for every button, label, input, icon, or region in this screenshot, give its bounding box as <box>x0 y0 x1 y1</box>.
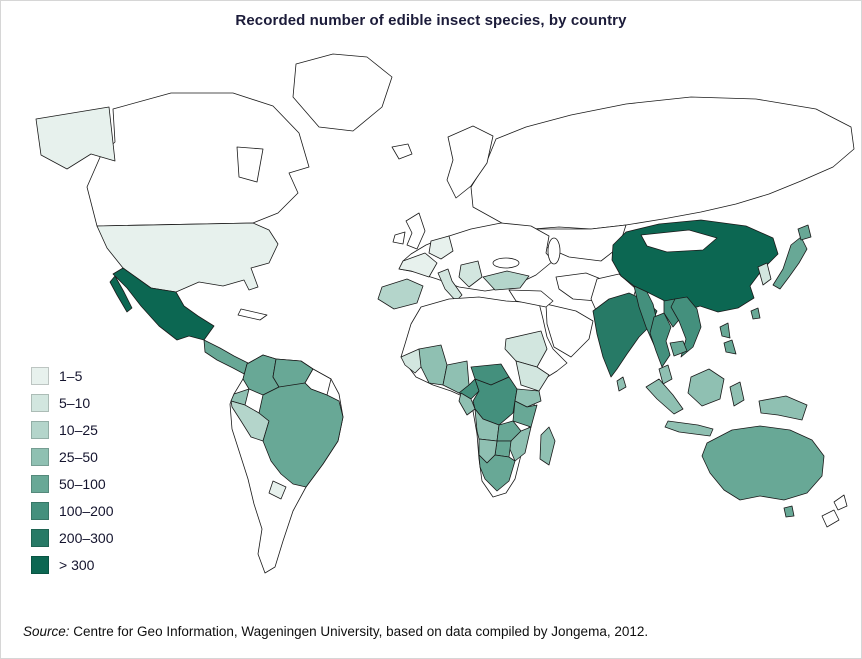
legend-label: > 300 <box>59 557 95 573</box>
country-south-africa <box>478 454 516 492</box>
country-sri-lanka <box>616 376 627 392</box>
legend-label: 50–100 <box>59 476 106 492</box>
black-sea <box>492 257 520 269</box>
country-madagascar <box>539 426 556 466</box>
country-ireland <box>392 231 406 245</box>
map-title: Recorded number of edible insect species… <box>235 12 627 29</box>
country-greenland <box>292 53 393 132</box>
caspian-sea <box>547 237 561 265</box>
legend-label: 25–50 <box>59 449 98 465</box>
country-cambodia <box>669 340 688 357</box>
country-indonesia-sumatra <box>645 378 684 415</box>
country-taiwan <box>750 307 761 320</box>
country-mongolia <box>640 229 718 253</box>
country-mexico <box>112 267 215 341</box>
legend-swatch <box>31 448 49 466</box>
country-ethiopia <box>515 360 550 392</box>
world-map <box>35 53 855 574</box>
legend-item: 100–200 <box>31 502 114 520</box>
legend-swatch <box>31 394 49 412</box>
legend-swatch <box>31 367 49 385</box>
legend-item: 25–50 <box>31 448 114 466</box>
legend-item: 50–100 <box>31 475 114 493</box>
legend-swatch <box>31 529 49 547</box>
country-italy <box>437 268 463 302</box>
country-mexico-baja <box>109 275 133 313</box>
country-uganda-kenya <box>514 388 542 408</box>
country-canada <box>86 92 310 227</box>
country-congo-gabon <box>458 392 476 416</box>
country-russia <box>470 96 855 230</box>
legend-item: > 300 <box>31 556 114 574</box>
country-turkey <box>482 270 530 291</box>
country-iceland <box>391 143 413 160</box>
source-text: Centre for Geo Information, Wageningen U… <box>69 624 649 639</box>
country-australia <box>701 425 825 501</box>
legend-label: 1–5 <box>59 368 83 384</box>
country-arabia <box>545 303 594 358</box>
legend: 1–5 5–10 10–25 25–50 50–100 100–200 200–300 > 3… <box>31 367 114 583</box>
legend-label: 5–10 <box>59 395 91 411</box>
country-japan-hokkaido <box>797 224 812 241</box>
country-paraguay <box>268 480 287 500</box>
country-germany <box>428 235 454 260</box>
country-philippines-mindanao <box>723 339 737 355</box>
country-france <box>398 252 438 278</box>
country-iberia <box>377 278 424 310</box>
country-korea <box>757 262 772 286</box>
legend-label: 200–300 <box>59 530 114 546</box>
legend-label: 10–25 <box>59 422 98 438</box>
country-brazil <box>258 382 344 488</box>
legend-item: 10–25 <box>31 421 114 439</box>
country-thailand <box>649 312 672 368</box>
legend-swatch <box>31 475 49 493</box>
country-zimbabwe <box>494 440 512 458</box>
country-indonesia-borneo <box>687 368 725 407</box>
hudson-bay <box>236 146 264 183</box>
legend-swatch <box>31 556 49 574</box>
legend-swatch <box>31 502 49 520</box>
country-tasmania <box>783 505 795 518</box>
country-japan-honshu <box>772 236 808 290</box>
legend-swatch <box>31 421 49 439</box>
legend-item: 200–300 <box>31 529 114 547</box>
country-new-zealand-north <box>833 494 848 511</box>
country-philippines-luzon <box>719 322 731 339</box>
country-malaysia <box>658 364 673 385</box>
country-indonesia-sulawesi <box>729 381 745 407</box>
country-new-guinea <box>758 395 808 421</box>
country-scandinavia <box>446 125 494 199</box>
country-cuba <box>237 308 268 321</box>
legend-item: 5–10 <box>31 394 114 412</box>
country-levant-iraq <box>508 289 554 308</box>
source-label: Source: <box>23 624 70 639</box>
country-balkans <box>458 260 483 288</box>
country-uk <box>405 212 426 250</box>
country-alaska <box>35 106 116 170</box>
country-tanzania <box>512 400 538 428</box>
source-note: Source: Centre for Geo Information, Wage… <box>23 624 648 639</box>
country-vietnam <box>670 296 702 358</box>
legend-item: 1–5 <box>31 367 114 385</box>
country-indonesia-java <box>664 420 714 437</box>
country-new-zealand-south <box>821 509 840 528</box>
legend-label: 100–200 <box>59 503 114 519</box>
